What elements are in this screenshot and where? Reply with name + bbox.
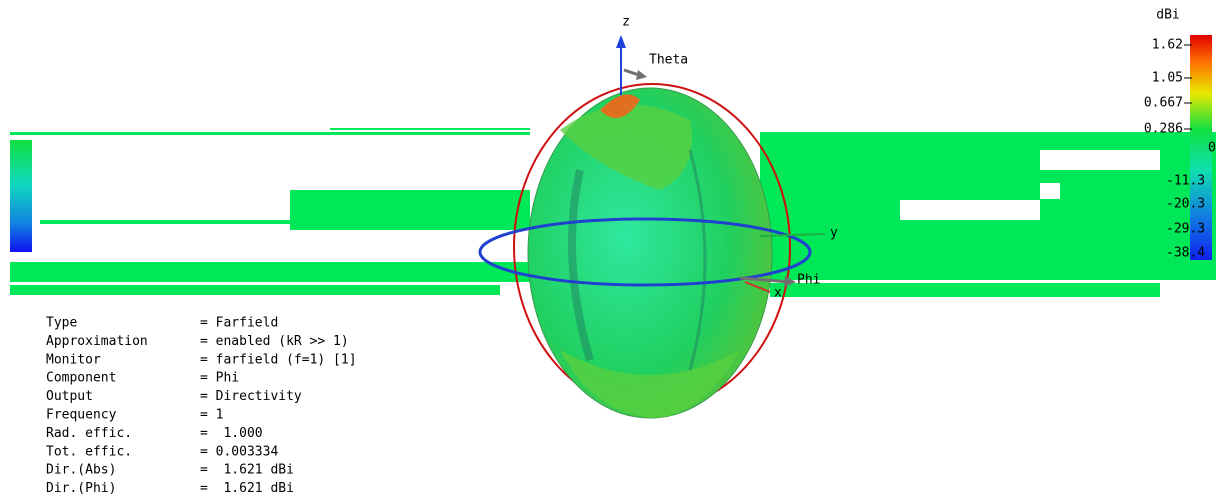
render-gaps xyxy=(900,150,1160,220)
colorbar-label: 0 xyxy=(1208,141,1216,156)
colorbar-label: 0.667 xyxy=(1144,96,1183,111)
colorbar-label: -38.4 xyxy=(1166,246,1205,261)
colorbar-label: -20.3 xyxy=(1166,197,1205,212)
render-artifacts xyxy=(10,128,1216,297)
info-value: = farfield (f=1) [1] xyxy=(200,352,357,367)
colorbar-label: 0.286 xyxy=(1144,122,1183,137)
axis-label: y xyxy=(830,226,838,241)
info-label: Component xyxy=(46,371,116,386)
info-value: = 1 xyxy=(200,408,223,423)
info-value: = 1.621 dBi xyxy=(200,481,294,496)
pattern xyxy=(478,83,812,419)
colorbar-label: -29.3 xyxy=(1166,222,1205,237)
info-label: Dir.(Phi) xyxy=(46,481,116,496)
info-value: = enabled (kR >> 1) xyxy=(200,334,349,349)
axis-label: Phi xyxy=(797,273,820,288)
axis-label: x xyxy=(774,286,782,301)
left-colorbar xyxy=(10,140,32,252)
info-value: = 1.621 dBi xyxy=(200,463,294,478)
info-label: Frequency xyxy=(46,408,117,423)
axis-label: z xyxy=(622,15,630,30)
colorbar-label: 1.62 xyxy=(1152,38,1183,53)
colorbar-label: -11.3 xyxy=(1166,174,1205,189)
info-label: Monitor xyxy=(46,352,101,367)
info-label: Rad. effic. xyxy=(46,426,132,441)
info-label: Tot. effic. xyxy=(46,444,132,459)
info-label: Output xyxy=(46,389,93,404)
info-value: = Phi xyxy=(200,371,239,386)
colorbar xyxy=(1190,35,1212,260)
info-value: = Directivity xyxy=(200,389,302,404)
info-value: = 1.000 xyxy=(200,426,263,441)
info-label: Dir.(Abs) xyxy=(46,463,116,478)
axes xyxy=(616,35,826,293)
info-label: Approximation xyxy=(46,334,148,349)
colorbar-unit: dBi xyxy=(1156,8,1179,23)
axis-label: Theta xyxy=(649,53,688,68)
info-label: Type xyxy=(46,316,77,331)
colorbar-label: 1.05 xyxy=(1152,71,1183,86)
info-value: = Farfield xyxy=(200,316,278,331)
info-value: = 0.003334 xyxy=(200,444,278,459)
